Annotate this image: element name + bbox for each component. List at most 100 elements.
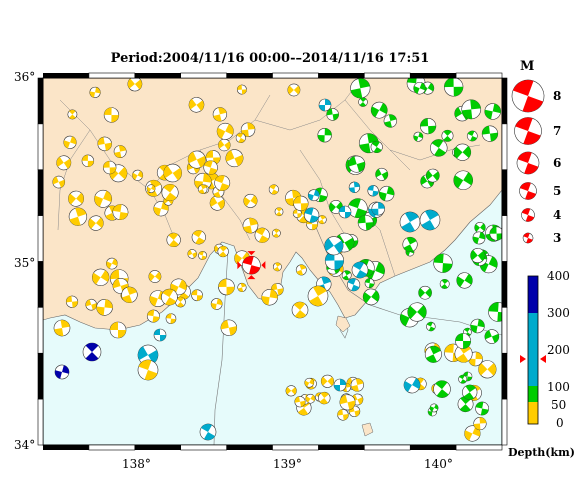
event-beachball [317,215,327,225]
event-beachball [347,278,361,292]
depth-marker-right [540,355,546,363]
mag-label-4: 4 [553,208,562,222]
event-beachball [242,217,259,234]
event-beachball [338,205,352,219]
event-beachball [272,262,282,272]
event-beachball [418,285,432,300]
event-beachball [85,298,97,311]
event-beachball [439,278,450,289]
event-beachball [103,107,120,123]
event-beachball [364,278,375,289]
event-beachball [426,321,436,332]
event-beachball [285,385,297,397]
event-beachball [474,221,486,234]
event-beachball [488,302,502,322]
event-beachball [341,270,352,281]
map-title: Period:2004/11/16 00:00-–2014/11/16 17:5… [110,51,430,66]
event-beachball [112,204,129,220]
event-beachball [318,391,331,405]
event-beachball [68,190,85,207]
event-beachball [254,227,270,243]
event-beachball [458,374,468,384]
event-beachball [268,184,279,195]
event-beachball [420,118,437,135]
magnitude-legend-ball-5 [519,182,537,200]
event-beachball [370,140,383,154]
event-beachball [94,189,113,208]
event-beachball [453,170,474,191]
event-beachball [470,248,486,263]
depth-marker-left [520,355,526,363]
depth-tick-50: 50 [551,398,567,412]
frame-ticks [37,72,508,451]
event-beachball [370,101,388,119]
event-beachball [318,98,332,112]
event-beachball [191,230,206,245]
mag-label-8: 8 [553,89,562,103]
event-beachball [362,288,380,306]
event-beachball [166,232,181,248]
magnitude-legend-ball-6 [516,151,540,175]
event-beachball [146,309,160,323]
event-beachball [218,278,235,296]
event-beachball [237,282,247,292]
event-beachball [444,78,464,97]
event-beachball [153,328,167,342]
map-area [43,78,502,445]
event-beachball [291,301,309,319]
event-beachball [146,184,156,194]
event-beachball [470,318,485,334]
depth-band-100-300 [528,313,538,386]
event-beachball [235,132,246,143]
event-beachball [82,342,102,362]
depth-legend-title: Depth(km) [508,446,575,459]
event-beachball [165,313,177,324]
event-beachball [187,249,197,259]
event-beachball [413,131,424,142]
event-beachball [484,329,500,344]
event-beachball [188,97,205,113]
event-beachball [148,270,162,283]
lat-label-36: 36° [14,70,36,84]
lat-label-34: 34° [14,438,36,452]
event-beachball [453,143,472,161]
mag-label-5: 5 [553,184,562,198]
event-beachball [212,107,228,122]
event-beachball [161,184,179,202]
event-beachball [109,321,127,339]
event-beachball [240,122,256,137]
event-beachball [433,380,451,398]
event-beachball [53,319,71,337]
depth-legend [520,275,546,425]
depth-band-300-400 [528,276,538,313]
event-beachball [261,288,278,306]
event-beachball [272,228,281,238]
event-beachball [113,145,127,158]
event-beachball [88,215,104,231]
event-beachball [424,345,442,363]
depth-tick-0: 0 [556,416,564,430]
lon-label-139: 139° [273,457,302,471]
depth-band-50-100 [528,386,538,402]
event-beachball [367,185,379,197]
event-beachball [52,175,66,189]
event-beachball [419,209,441,231]
event-beachball [324,236,344,256]
event-beachball [350,378,365,392]
event-beachball [198,251,207,260]
event-beachball [214,175,231,191]
event-beachball [403,376,421,394]
event-beachball [132,169,144,181]
event-beachball [478,360,497,379]
event-beachball [433,253,453,273]
event-beachball [63,135,77,149]
event-beachball [320,374,335,388]
depth-colorbar-frame [527,275,539,425]
event-beachball [153,201,169,217]
event-beachball [96,299,113,316]
event-beachball [472,231,486,245]
event-beachball [399,211,421,233]
event-beachball [56,155,72,171]
event-beachball [274,207,284,217]
